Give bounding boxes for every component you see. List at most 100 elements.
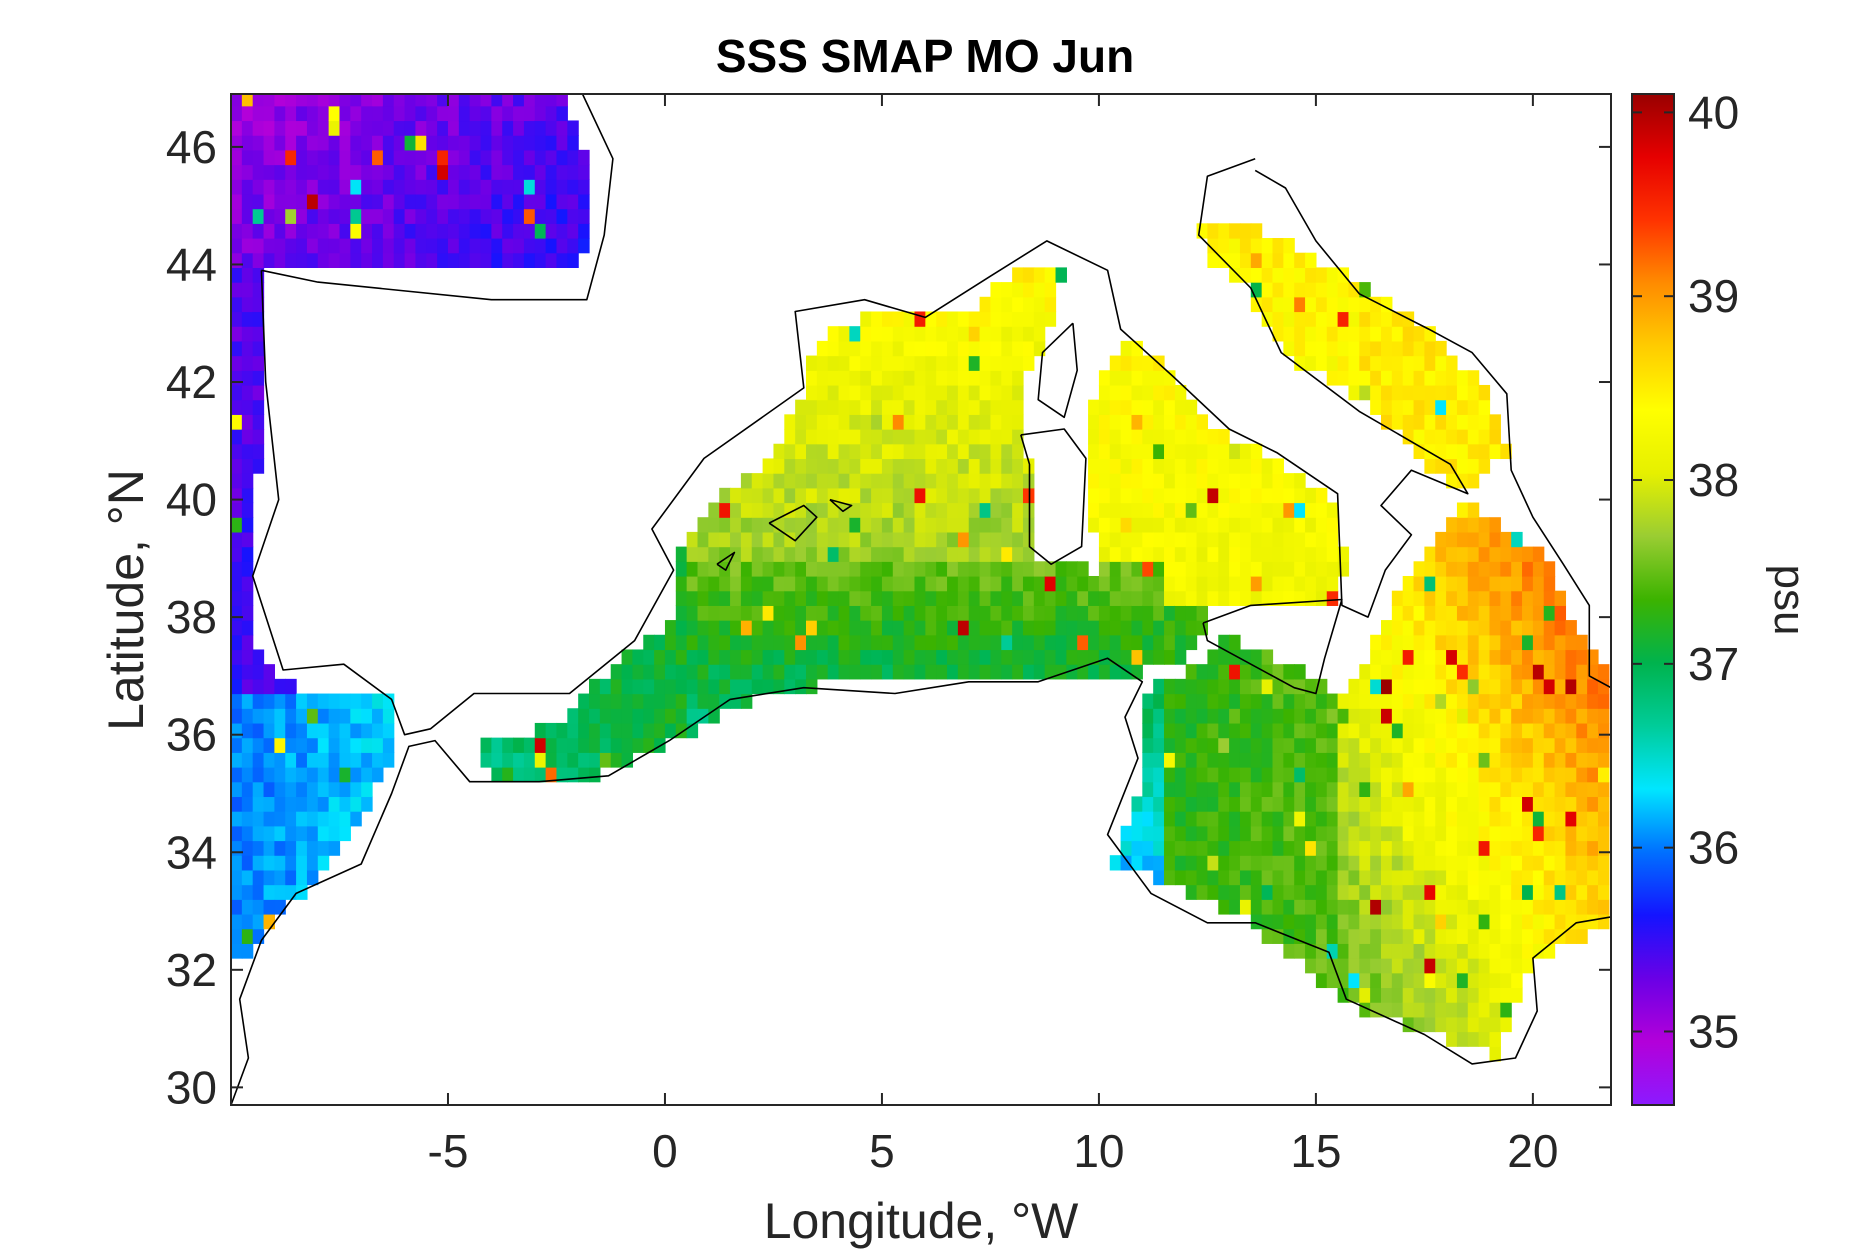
salinity-cell [1402, 781, 1415, 798]
salinity-cell [1511, 928, 1523, 944]
salinity-cell [871, 340, 883, 357]
salinity-cell [1109, 590, 1122, 606]
salinity-cell [1218, 796, 1230, 812]
salinity-cell [751, 605, 764, 621]
salinity-cell [1348, 355, 1360, 371]
salinity-cell [1511, 913, 1523, 930]
salinity-cell [903, 414, 916, 430]
salinity-cell [231, 708, 243, 724]
salinity-cell [1424, 767, 1436, 783]
salinity-cell [1337, 928, 1350, 944]
salinity-cell [773, 502, 785, 518]
salinity-cell [1424, 399, 1436, 415]
salinity-cell [881, 649, 894, 665]
salinity-cell [1456, 752, 1469, 768]
salinity-cell [469, 149, 482, 166]
salinity-cell [296, 781, 308, 798]
salinity-cell [838, 664, 850, 680]
salinity-cell [1489, 678, 1501, 695]
salinity-cell [1424, 443, 1436, 460]
salinity-cell [1250, 517, 1263, 533]
salinity-cell [936, 649, 948, 665]
salinity-cell [502, 193, 514, 210]
salinity-cell [241, 546, 254, 562]
salinity-cell [871, 384, 883, 401]
salinity-cell [1391, 414, 1404, 430]
salinity-cell [241, 693, 254, 709]
salinity-cell [914, 649, 926, 665]
salinity-cell [426, 252, 438, 268]
salinity-cell [1456, 796, 1469, 812]
salinity-cell [1337, 781, 1350, 798]
salinity-cell [1001, 414, 1013, 430]
salinity-cell [947, 311, 959, 327]
salinity-cell [1283, 664, 1295, 680]
salinity-cell [1597, 913, 1610, 930]
salinity-cell [382, 722, 395, 739]
salinity-cell [806, 458, 818, 474]
salinity-cell [1283, 869, 1295, 886]
salinity-cell [740, 678, 753, 695]
salinity-cell [328, 796, 341, 812]
salinity-cell [784, 487, 796, 504]
salinity-cell [1435, 708, 1447, 724]
salinity-cell [806, 443, 818, 460]
salinity-cell [1478, 767, 1491, 783]
salinity-cell [328, 120, 341, 136]
salinity-cell [1153, 620, 1165, 636]
salinity-cell [1381, 414, 1393, 430]
salinity-cell [415, 120, 427, 136]
salinity-cell [1272, 502, 1284, 518]
salinity-cell [925, 414, 937, 430]
salinity-cell [1489, 972, 1501, 989]
salinity-cell [1164, 429, 1176, 445]
salinity-cell [1239, 855, 1252, 871]
salinity-cell [947, 384, 959, 401]
salinity-cell [1511, 708, 1523, 724]
salinity-cell [231, 928, 243, 944]
salinity-cell [762, 517, 775, 533]
salinity-cell [1402, 958, 1415, 974]
salinity-cell [1088, 399, 1100, 415]
salinity-cell [1597, 840, 1610, 856]
salinity-cell [1315, 517, 1328, 533]
salinity-cell [1196, 825, 1209, 842]
salinity-cell [1001, 282, 1013, 298]
salinity-cell [1435, 546, 1447, 562]
salinity-cell [1239, 517, 1252, 533]
salinity-cell [1446, 1016, 1458, 1033]
salinity-cell [317, 179, 330, 195]
salinity-cell [1532, 722, 1545, 739]
salinity-cell [1142, 414, 1154, 430]
salinity-cell [1587, 664, 1599, 680]
salinity-cell [871, 517, 883, 533]
salinity-cell [1597, 869, 1610, 886]
salinity-cell [968, 502, 981, 518]
salinity-cell [784, 517, 796, 533]
salinity-cell [1109, 443, 1122, 460]
salinity-cell [1391, 899, 1404, 915]
salinity-cell [426, 193, 438, 210]
salinity-cell [513, 752, 525, 768]
salinity-cell [1413, 737, 1425, 753]
salinity-cell [1218, 473, 1230, 489]
salinity-cell [1153, 737, 1165, 753]
salinity-cell [784, 458, 796, 474]
salinity-cell [1370, 693, 1382, 709]
salinity-cell [1207, 678, 1219, 695]
salinity-cell [1294, 855, 1306, 871]
salinity-cell [719, 605, 731, 621]
salinity-cell [1424, 913, 1436, 930]
salinity-cell [1012, 575, 1024, 592]
salinity-cell [1022, 561, 1035, 577]
salinity-cell [1153, 370, 1165, 386]
salinity-cell [1532, 693, 1545, 709]
salinity-cell [1012, 370, 1024, 386]
salinity-cell [784, 429, 796, 445]
salinity-cell [599, 752, 612, 768]
salinity-cell [1337, 722, 1350, 739]
salinity-cell [306, 811, 319, 827]
salinity-cell [784, 546, 796, 562]
salinity-cell [502, 238, 514, 254]
salinity-cell [1098, 634, 1111, 651]
